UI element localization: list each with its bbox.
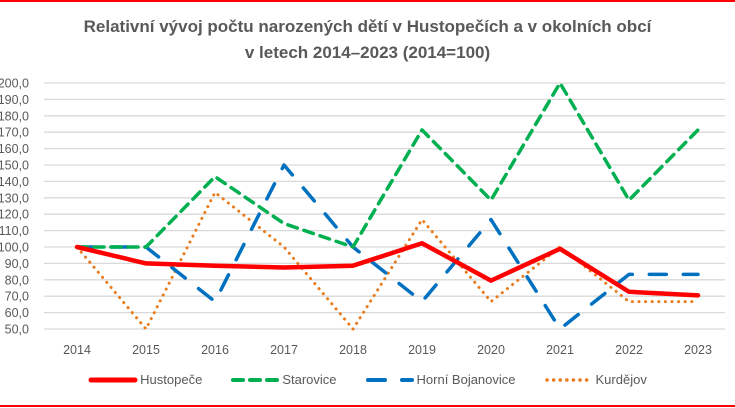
y-tick-label: 80,0 [5, 273, 29, 287]
x-tick-label: 2016 [201, 343, 229, 357]
y-tick-label: 130,0 [0, 191, 29, 205]
legend-item: Horní Bojanovice [365, 372, 516, 387]
x-tick-label: 2017 [270, 343, 298, 357]
y-tick-label: 120,0 [0, 208, 29, 222]
series-line-horní-bojanovice [75, 163, 700, 331]
legend: Hustopeče Starovice Horní Bojanovice Kurděj… [0, 372, 735, 387]
legend-swatch [365, 377, 414, 382]
legend-label: Starovice [282, 372, 337, 387]
y-tick-label: 170,0 [0, 126, 29, 140]
y-tick-label: 100,0 [0, 241, 29, 255]
x-tick-label: 2014 [63, 343, 91, 357]
top-border [0, 0, 735, 2]
y-tick-label: 60,0 [5, 306, 29, 320]
x-tick-label: 2019 [408, 343, 436, 357]
x-tick-label: 2022 [615, 343, 643, 357]
legend-label: Kurdějov [595, 372, 647, 387]
y-tick-label: 160,0 [0, 142, 29, 156]
legend-item: Starovice [230, 372, 337, 387]
series-line-starovice [75, 81, 700, 249]
legend-label: Hustopeče [140, 372, 203, 387]
title-line: Relativní vývoj počtu narozených dětí v … [83, 17, 652, 36]
y-tick-label: 200,0 [0, 77, 29, 91]
y-tick-label: 50,0 [5, 323, 29, 337]
x-tick-label: 2015 [132, 343, 160, 357]
x-tick-label: 2021 [546, 343, 574, 357]
subtitle-line: v letech 2014–2023 (2014=100) [244, 43, 491, 62]
y-tick-label: 90,0 [5, 257, 29, 271]
y-tick-label: 70,0 [5, 290, 29, 304]
legend-item: Hustopeče [88, 372, 202, 387]
x-tick-label: 2020 [477, 343, 505, 357]
legend-item: Kurdějov [544, 372, 647, 387]
legend-swatch [231, 377, 280, 382]
legend-swatch [544, 377, 593, 382]
series-line-hustopeče [74, 240, 701, 298]
series-line-kurdějov [75, 190, 700, 331]
y-tick-label: 150,0 [0, 159, 29, 173]
legend-label: Horní Bojanovice [416, 372, 516, 387]
x-tick-label: 2023 [684, 343, 712, 357]
y-tick-label: 190,0 [0, 93, 29, 107]
legend-swatch [88, 377, 138, 382]
y-tick-label: 180,0 [0, 109, 29, 123]
chart-title: Relativní vývoj počtu narozených dětí v … [0, 14, 735, 66]
x-tick-label: 2018 [339, 343, 367, 357]
y-tick-label: 110,0 [0, 224, 29, 238]
y-tick-label: 140,0 [0, 175, 29, 189]
bottom-border [0, 405, 735, 407]
